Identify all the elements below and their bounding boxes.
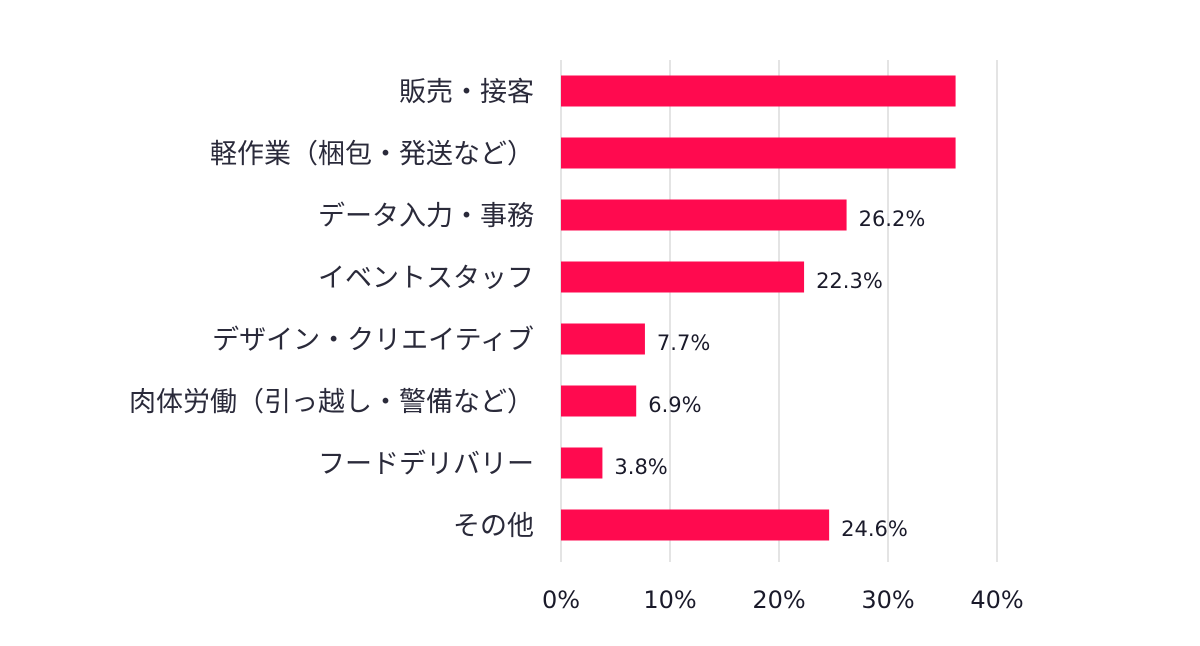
data-labels: 26.2% 22.3% 7.7% 6.9% 3.8% 24.6% xyxy=(614,207,925,541)
category-label: その他 xyxy=(453,511,534,542)
grid xyxy=(560,60,998,562)
data-label: 7.7% xyxy=(657,331,710,355)
data-label: 6.9% xyxy=(648,393,701,417)
x-tick-label: 10% xyxy=(643,586,696,614)
bar xyxy=(561,447,603,479)
bars xyxy=(561,75,956,541)
x-axis-ticks: 0% 10% 20% 30% 40% xyxy=(542,586,1024,614)
category-label: デザイン・クリエイティブ xyxy=(212,325,534,356)
data-label: 26.2% xyxy=(859,207,926,231)
data-label: 22.3% xyxy=(816,269,883,293)
bar xyxy=(561,385,637,417)
x-tick-label: 40% xyxy=(970,586,1023,614)
category-label: 軽作業（梱包・発送など） xyxy=(210,139,534,170)
bar xyxy=(561,199,847,231)
category-label: イベントスタッフ xyxy=(318,263,534,294)
bar xyxy=(561,323,645,355)
data-label: 24.6% xyxy=(841,517,908,541)
category-label: フードデリバリー xyxy=(318,449,534,480)
x-tick-label: 20% xyxy=(752,586,805,614)
x-tick-label: 0% xyxy=(542,586,580,614)
bar xyxy=(561,509,830,541)
category-label: 販売・接客 xyxy=(399,77,534,108)
bar xyxy=(561,261,805,293)
category-label: データ入力・事務 xyxy=(318,201,534,232)
category-label: 肉体労働（引っ越し・警備など） xyxy=(129,387,534,418)
bar xyxy=(561,137,956,169)
data-label: 3.8% xyxy=(614,455,667,479)
x-tick-label: 30% xyxy=(861,586,914,614)
bar xyxy=(561,75,956,107)
